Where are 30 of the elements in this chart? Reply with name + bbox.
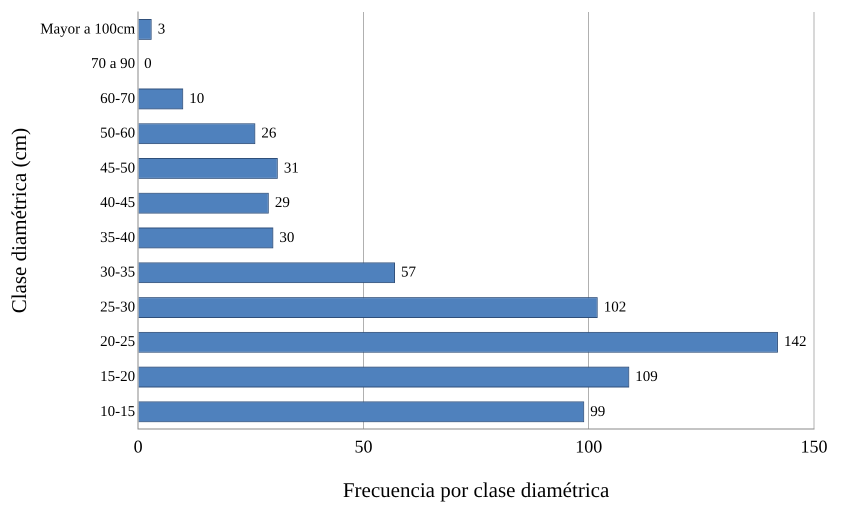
data-label: 3 bbox=[158, 21, 166, 38]
data-label: 30 bbox=[279, 230, 294, 246]
x-tick-label: 50 bbox=[354, 436, 372, 457]
data-label: 26 bbox=[261, 126, 277, 142]
y-tick-label: Mayor a 100cm bbox=[40, 21, 136, 38]
y-tick-label: 30-35 bbox=[100, 264, 136, 281]
data-label: 29 bbox=[274, 195, 290, 212]
y-tick-label: 40-45 bbox=[100, 195, 136, 212]
data-label: 0 bbox=[144, 56, 152, 72]
data-label: 99 bbox=[590, 404, 606, 420]
x-tick-label: 150 bbox=[800, 436, 828, 457]
y-tick-label: 60-70 bbox=[100, 90, 136, 107]
y-tick-label: 15-20 bbox=[100, 368, 136, 385]
x-axis-title: Frecuencia por clase diamétrica bbox=[342, 478, 610, 502]
y-tick-label: 50-60 bbox=[100, 126, 136, 142]
x-tick-label: 100 bbox=[575, 436, 602, 457]
x-tick-label: 0 bbox=[134, 436, 143, 457]
data-label: 10 bbox=[189, 90, 204, 107]
y-tick-label: 10-15 bbox=[100, 404, 136, 420]
data-label: 57 bbox=[400, 264, 416, 281]
y-tick-label: 70 a 90 bbox=[91, 56, 136, 72]
y-tick-label: 20-25 bbox=[100, 334, 136, 350]
data-label: 142 bbox=[784, 334, 806, 350]
y-tick-label: 25-30 bbox=[100, 299, 136, 316]
y-tick-label: 45-50 bbox=[100, 160, 136, 176]
data-label: 31 bbox=[284, 160, 299, 176]
data-label: 102 bbox=[604, 299, 626, 316]
data-label: 109 bbox=[635, 368, 658, 385]
y-axis-title: Clase diamétrica (cm) bbox=[7, 128, 32, 314]
y-tick-label: 35-40 bbox=[100, 230, 136, 246]
